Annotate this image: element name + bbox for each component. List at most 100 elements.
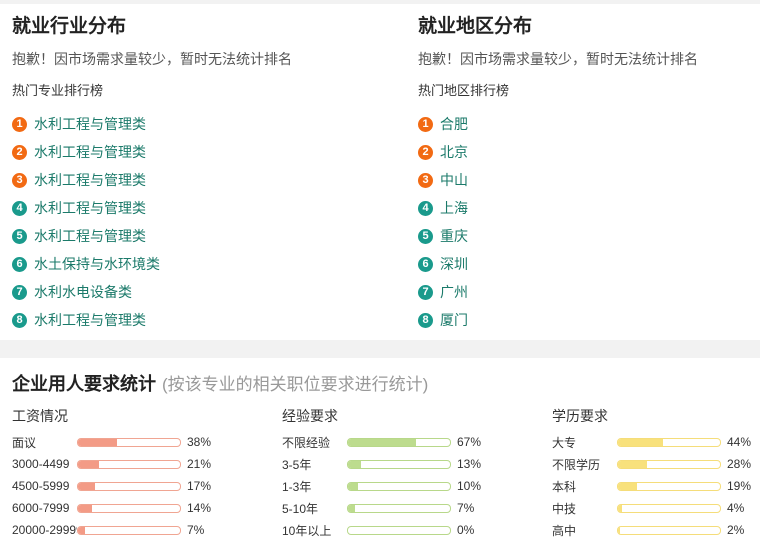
stat-percent: 2%	[727, 523, 745, 537]
stat-label: 5-10年	[282, 501, 319, 516]
rank-badge: 2	[418, 144, 433, 160]
rank-link[interactable]: 合肥	[440, 116, 468, 132]
progress-fill	[618, 460, 647, 468]
salary-title: 工资情况	[12, 408, 68, 424]
progress-fill	[78, 526, 86, 534]
list-item: 5 水利工程与管理类	[12, 222, 372, 250]
progress-bar	[617, 437, 721, 447]
rank-link[interactable]: 水利工程与管理类	[34, 200, 146, 216]
rank-link[interactable]: 广州	[440, 284, 468, 300]
progress-bar	[347, 437, 451, 447]
rank-link[interactable]: 水利工程与管理类	[34, 228, 146, 244]
stat-row: 不限学历 28%	[552, 453, 760, 475]
education-title: 学历要求	[552, 408, 608, 424]
rank-link[interactable]: 水土保持与水环境类	[34, 256, 160, 272]
rank-link[interactable]: 深圳	[440, 256, 468, 272]
stat-label: 4500-5999	[12, 479, 70, 493]
rank-link[interactable]: 水利工程与管理类	[34, 172, 146, 188]
progress-fill	[78, 504, 93, 512]
list-item: 5 重庆	[418, 222, 760, 250]
rank-badge: 3	[418, 172, 433, 188]
industry-title: 就业行业分布	[12, 16, 127, 37]
progress-bar	[347, 481, 451, 491]
section-divider	[0, 340, 760, 358]
progress-fill	[348, 438, 417, 446]
list-item: 3 中山	[418, 166, 760, 194]
progress-bar	[77, 525, 181, 535]
stat-label: 中技	[552, 501, 577, 516]
stat-row: 面议 38%	[12, 431, 222, 453]
rank-link[interactable]: 重庆	[440, 228, 468, 244]
stat-label: 6000-7999	[12, 501, 70, 515]
stat-row: 3000-4499 21%	[12, 453, 222, 475]
stat-row: 5-10年 7%	[282, 497, 492, 519]
stat-row: 3-5年 13%	[282, 453, 492, 475]
progress-fill	[618, 482, 638, 490]
rank-badge: 7	[418, 284, 433, 300]
list-item: 6 深圳	[418, 250, 760, 278]
list-item: 3 水利工程与管理类	[12, 166, 372, 194]
rank-badge: 5	[12, 228, 27, 244]
stat-row: 中技 4%	[552, 497, 760, 519]
stat-percent: 13%	[457, 457, 482, 471]
rank-badge: 5	[418, 228, 433, 244]
rank-link[interactable]: 上海	[440, 200, 468, 216]
stat-percent: 38%	[187, 435, 212, 449]
stat-label: 大专	[552, 435, 577, 450]
stat-row: 1-3年 10%	[282, 475, 492, 497]
experience-column: 经验要求 不限经验 67% 3-5年 13% 1-3年 10% 5-10年 7% 10年…	[282, 406, 492, 541]
stat-label: 1-3年	[282, 479, 312, 494]
rank-badge: 4	[418, 200, 433, 216]
stat-label: 20000-29999	[12, 523, 77, 537]
progress-bar	[347, 459, 451, 469]
stat-percent: 28%	[727, 457, 752, 471]
list-item: 8 水利工程与管理类	[12, 306, 372, 334]
stat-row: 20000-29999 7%	[12, 519, 222, 541]
list-item: 2 水利工程与管理类	[12, 138, 372, 166]
progress-fill	[618, 504, 623, 512]
stat-row: 高中 2%	[552, 519, 760, 541]
stat-percent: 14%	[187, 501, 212, 515]
stat-row: 不限经验 67%	[282, 431, 492, 453]
list-item: 4 水利工程与管理类	[12, 194, 372, 222]
stat-label: 不限经验	[282, 435, 331, 450]
requirements-subtitle: (按该专业的相关职位要求进行统计)	[162, 375, 429, 394]
top-divider	[0, 0, 760, 4]
stat-label: 不限学历	[552, 457, 601, 472]
progress-bar	[77, 481, 181, 491]
progress-fill	[348, 460, 362, 468]
salary-column: 工资情况 面议 38% 3000-4499 21% 4500-5999 17% 600…	[12, 406, 222, 541]
region-title: 就业地区分布	[418, 16, 533, 37]
requirements-title: 企业用人要求统计	[12, 374, 156, 394]
rank-link[interactable]: 中山	[440, 172, 468, 188]
list-item: 4 上海	[418, 194, 760, 222]
stat-percent: 21%	[187, 457, 212, 471]
progress-fill	[78, 460, 100, 468]
progress-fill	[348, 504, 356, 512]
stat-row: 10年以上 0%	[282, 519, 492, 541]
stat-row: 大专 44%	[552, 431, 760, 453]
stat-row: 6000-7999 14%	[12, 497, 222, 519]
rank-link[interactable]: 水利水电设备类	[34, 284, 132, 300]
rank-link[interactable]: 北京	[440, 144, 468, 160]
rank-badge: 6	[418, 256, 433, 272]
rank-badge: 6	[12, 256, 27, 272]
rank-badge: 7	[12, 284, 27, 300]
rank-badge: 8	[12, 312, 27, 328]
rank-badge: 8	[418, 312, 433, 328]
progress-bar	[617, 481, 721, 491]
rank-link[interactable]: 水利工程与管理类	[34, 312, 146, 328]
progress-fill	[78, 438, 117, 446]
stat-label: 3-5年	[282, 457, 312, 472]
list-item: 7 水利水电设备类	[12, 278, 372, 306]
rank-link[interactable]: 水利工程与管理类	[34, 116, 146, 132]
rank-badge: 1	[418, 116, 433, 132]
stat-percent: 67%	[457, 435, 482, 449]
stat-label: 3000-4499	[12, 457, 70, 471]
rank-link[interactable]: 厦门	[440, 312, 468, 328]
list-item: 1 水利工程与管理类	[12, 110, 372, 138]
stat-percent: 7%	[457, 501, 475, 515]
progress-bar	[77, 459, 181, 469]
progress-bar	[617, 525, 721, 535]
rank-link[interactable]: 水利工程与管理类	[34, 144, 146, 160]
